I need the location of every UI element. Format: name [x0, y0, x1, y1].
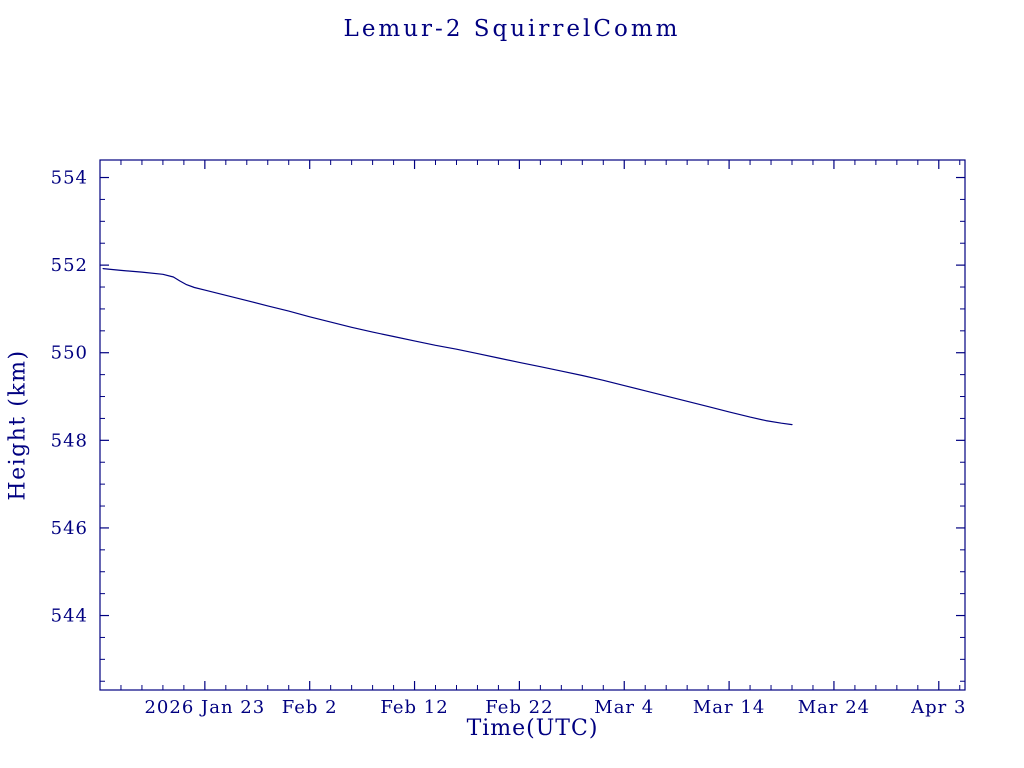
x-tick-label: Mar 24 — [798, 697, 870, 718]
x-tick-label: 2026 Jan 23 — [144, 697, 265, 718]
x-tick-label: Mar 4 — [594, 697, 654, 718]
x-tick-label: Feb 12 — [380, 697, 448, 718]
y-tick-label: 550 — [51, 343, 88, 364]
y-tick-label: 548 — [51, 430, 88, 451]
y-tick-label: 544 — [51, 606, 88, 627]
x-tick-label: Apr 3 — [910, 697, 966, 718]
y-tick-label: 554 — [51, 168, 88, 189]
x-axis-label: Time(UTC) — [466, 716, 599, 741]
chart-title: Lemur-2 SquirrelComm — [343, 16, 681, 42]
x-tick-label: Feb 2 — [282, 697, 338, 718]
y-tick-label: 552 — [51, 255, 88, 276]
x-tick-label: Feb 22 — [485, 697, 553, 718]
y-tick-label: 546 — [51, 518, 88, 539]
plot-box — [99, 159, 966, 691]
height-series-line — [102, 268, 793, 426]
x-tick-label: Mar 14 — [693, 697, 765, 718]
